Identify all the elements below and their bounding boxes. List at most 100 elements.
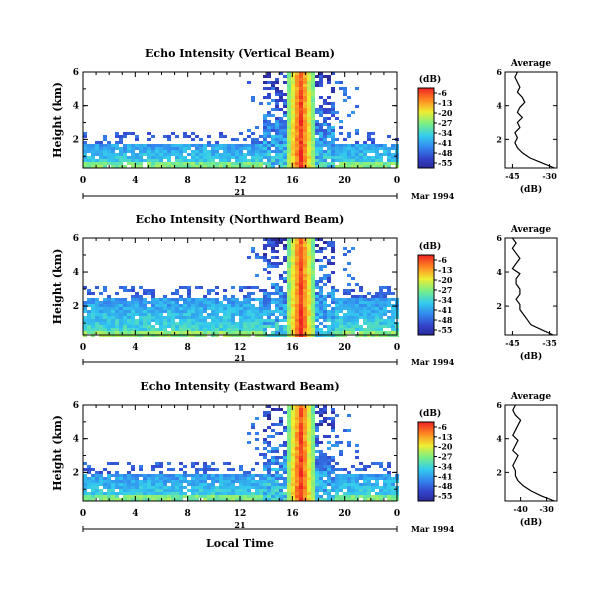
heatmap-cell	[275, 250, 279, 253]
heatmap-cell	[175, 328, 179, 331]
heatmap-cell	[291, 426, 295, 429]
heatmap-cell	[219, 310, 223, 313]
heatmap-cell	[291, 435, 295, 438]
heatmap-cell	[291, 114, 295, 117]
heatmap-cell	[379, 462, 383, 465]
heatmap-cell	[343, 159, 347, 162]
heatmap-cell	[279, 238, 283, 241]
heatmap-cell	[307, 256, 311, 259]
heatmap-cell	[319, 459, 323, 462]
heatmap-cell	[211, 328, 215, 331]
heatmap-cell	[87, 165, 91, 168]
heatmap-cell	[319, 250, 323, 253]
heatmap-cell	[143, 483, 147, 486]
heatmap-cell	[291, 90, 295, 93]
heatmap-cell	[319, 129, 323, 132]
heatmap-cell	[123, 328, 127, 331]
heatmap-cell	[315, 310, 319, 313]
heatmap-cell	[279, 135, 283, 138]
heatmap-cell	[195, 474, 199, 477]
heatmap-cell	[355, 295, 359, 298]
heatmap-cell	[383, 144, 387, 147]
heatmap-cell	[235, 301, 239, 304]
heatmap-cell	[151, 298, 155, 301]
heatmap-cell	[199, 153, 203, 156]
heatmap-cell	[231, 477, 235, 480]
heatmap-cell	[295, 465, 299, 468]
heatmap-cell	[175, 307, 179, 310]
heatmap-cell	[223, 144, 227, 147]
heatmap-cell	[219, 147, 223, 150]
heatmap-cell	[323, 132, 327, 135]
heatmap-cell	[299, 295, 303, 298]
heatmap-cell	[387, 156, 391, 159]
heatmap-cell	[307, 405, 311, 408]
heatmap-cell	[187, 135, 191, 138]
heatmap-cell	[267, 483, 271, 486]
heatmap-cell	[179, 483, 183, 486]
heatmap-cell	[211, 147, 215, 150]
heatmap-cell	[279, 93, 283, 96]
heatmap-cell	[163, 156, 167, 159]
heatmap-cell	[359, 486, 363, 489]
heatmap-cell	[135, 307, 139, 310]
heatmap-cell	[83, 477, 87, 480]
heatmap-cell	[179, 486, 183, 489]
heatmap-cell	[295, 150, 299, 153]
heatmap-cell	[227, 307, 231, 310]
heatmap-cell	[287, 471, 291, 474]
heatmap-cell	[295, 283, 299, 286]
heatmap-cell	[291, 480, 295, 483]
heatmap-cell	[375, 313, 379, 316]
heatmap-cell	[287, 492, 291, 495]
heatmap-cell	[239, 486, 243, 489]
heatmap-cell	[291, 462, 295, 465]
heatmap-cell	[227, 301, 231, 304]
heatmap-cell	[131, 132, 135, 135]
heatmap-cell	[335, 462, 339, 465]
heatmap-cell	[375, 477, 379, 480]
heatmap-cell	[287, 90, 291, 93]
heatmap-cell	[135, 144, 139, 147]
heatmap-cell	[159, 307, 163, 310]
heatmap-cell	[147, 313, 151, 316]
heatmap-cell	[331, 271, 335, 274]
heatmap-cell	[375, 474, 379, 477]
heatmap-cell	[135, 310, 139, 313]
heatmap-cell	[319, 123, 323, 126]
heatmap-cell	[255, 489, 259, 492]
heatmap-cell	[287, 468, 291, 471]
heatmap-cell	[251, 153, 255, 156]
heatmap-cell	[283, 429, 287, 432]
x-tick-label: 12	[234, 509, 247, 519]
heatmap-cell	[303, 289, 307, 292]
heatmap-cell	[263, 87, 267, 90]
heatmap-cell	[299, 328, 303, 331]
profile-x-tick-label: -40	[513, 504, 528, 514]
heatmap-cell	[291, 450, 295, 453]
heatmap-cell	[279, 108, 283, 111]
heatmap-cell	[307, 408, 311, 411]
heatmap-cell	[283, 277, 287, 280]
heatmap-cell	[215, 301, 219, 304]
heatmap-cell	[135, 322, 139, 325]
heatmap-cell	[259, 319, 263, 322]
heatmap-cell	[143, 289, 147, 292]
heatmap-cell	[267, 480, 271, 483]
heatmap-cell	[327, 141, 331, 144]
heatmap-cell	[243, 307, 247, 310]
heatmap-cell	[295, 426, 299, 429]
heatmap-cell	[267, 159, 271, 162]
heatmap-cell	[263, 301, 267, 304]
heatmap-cell	[283, 486, 287, 489]
heatmap-cell	[355, 450, 359, 453]
heatmap-cell	[327, 328, 331, 331]
heatmap-cell	[139, 331, 143, 334]
heatmap-cell	[211, 165, 215, 168]
heatmap-cell	[263, 156, 267, 159]
heatmap-cell	[175, 147, 179, 150]
heatmap-cell	[251, 304, 255, 307]
heatmap-cell	[239, 498, 243, 501]
heatmap-cell	[123, 495, 127, 498]
heatmap-cell	[195, 316, 199, 319]
